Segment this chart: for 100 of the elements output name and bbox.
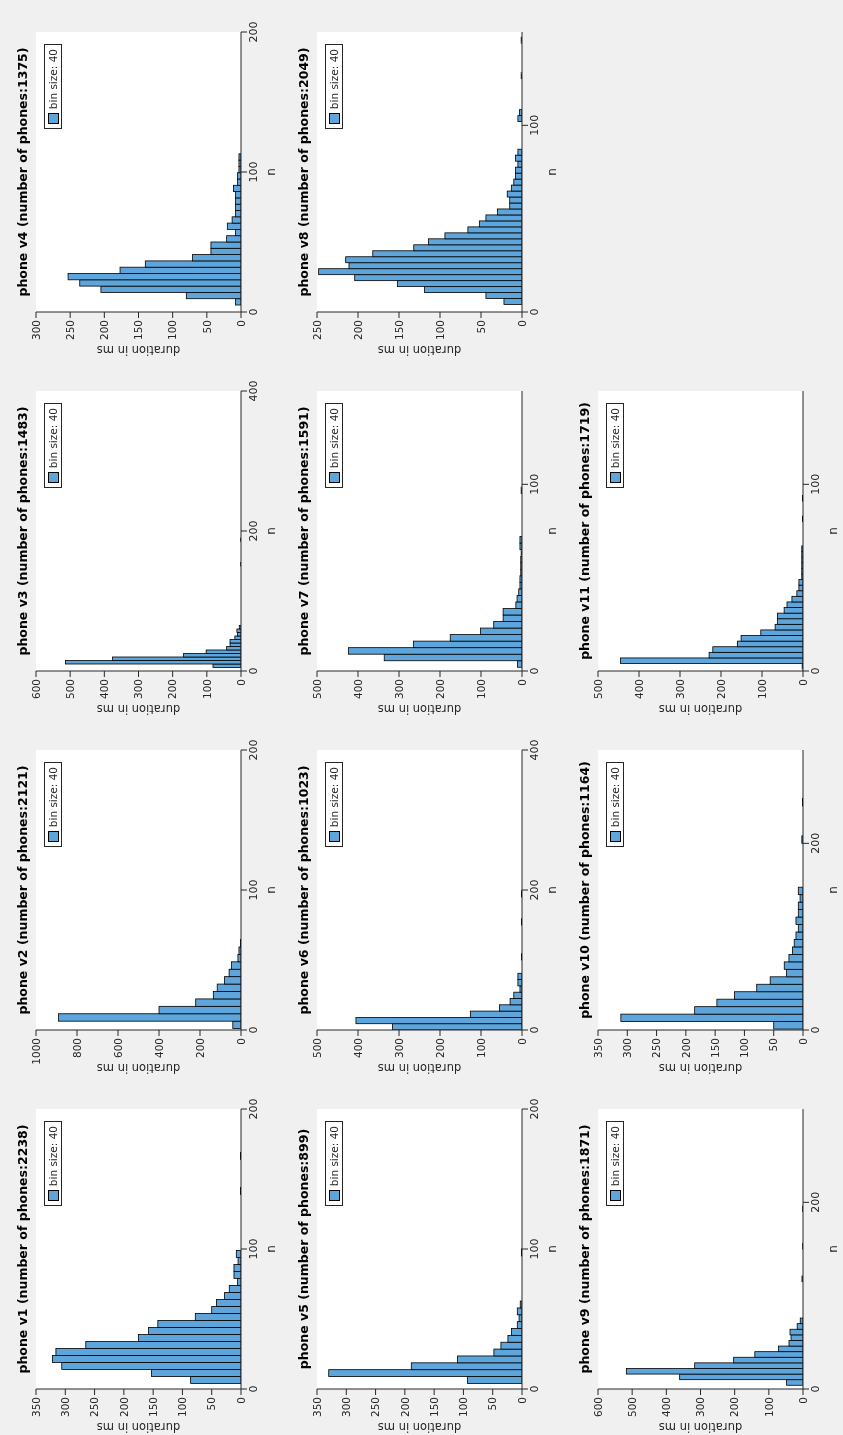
x-tick-label: 250 (650, 1038, 663, 1059)
x-tick-label: 300 (340, 1397, 353, 1418)
text: phone v5 (number of phones:899) (296, 1127, 311, 1372)
x-axis-title: duration in ms (377, 1420, 462, 1434)
x-tick-label: 300 (29, 320, 42, 341)
text: phone v11 (number of phones:1719) (577, 401, 592, 662)
y-tick-label: 0 (808, 667, 822, 675)
x-tick-label: 350 (310, 1397, 323, 1418)
y-tick-label: 0 (808, 1385, 822, 1393)
x-tick-label: 300 (59, 1397, 72, 1418)
x-tick-label: 100 (474, 679, 487, 700)
x-tick-label: 100 (200, 679, 213, 700)
y-tick-label: 0 (527, 667, 541, 675)
x-tick-label: 400 (660, 1397, 673, 1418)
y-tick-label: 200 (808, 832, 822, 854)
x-tick-label: 150 (427, 1397, 440, 1418)
y-tick-label: 100 (808, 473, 822, 495)
x-tick-label: 300 (694, 1397, 707, 1418)
x-tick-label: 100 (738, 1038, 751, 1059)
x-axis-title: duration in ms (658, 702, 743, 716)
y-tick-label: 200 (246, 520, 260, 542)
text: phone v3 (number of phones:1483) (15, 405, 30, 658)
text: phone v9 (number of phones:1871) (577, 1123, 592, 1376)
x-tick-label: 100 (755, 679, 768, 700)
x-tick-label: 50 (486, 1397, 499, 1411)
x-axis-title: duration in ms (658, 1420, 743, 1434)
x-tick-label: 600 (29, 679, 42, 700)
y-tick-label: 100 (246, 1238, 260, 1260)
y-tick-label: 100 (246, 161, 260, 183)
y-tick-label: 0 (246, 308, 260, 316)
x-tick-label: 200 (166, 679, 179, 700)
x-tick-label: 100 (474, 1038, 487, 1059)
x-axis-title: duration in ms (96, 343, 181, 357)
x-tick-label: 50 (767, 1038, 780, 1052)
y-tick-label: 0 (808, 1026, 822, 1034)
x-axis-title: duration in ms (96, 1420, 181, 1434)
x-axis-title: duration in ms (377, 343, 462, 357)
x-tick-label: 200 (728, 1397, 741, 1418)
x-tick-label: 50 (474, 320, 487, 334)
y-tick-label: 200 (527, 879, 541, 901)
x-tick-label: 0 (796, 1397, 809, 1404)
y-tick-label: 400 (246, 380, 260, 402)
x-tick-label: 250 (310, 320, 323, 341)
x-tick-label: 300 (673, 679, 686, 700)
x-tick-label: 400 (632, 679, 645, 700)
x-tick-label: 400 (351, 679, 364, 700)
x-tick-label: 100 (433, 320, 446, 341)
y-axis-title: n (826, 1245, 840, 1253)
text: phone v6 (number of phones:1023) (296, 764, 311, 1017)
x-tick-label: 500 (310, 679, 323, 700)
x-tick-label: 250 (88, 1397, 101, 1418)
y-axis-title: n (545, 886, 559, 894)
x-tick-label: 350 (29, 1397, 42, 1418)
text: phone v7 (number of phones:1591) (296, 405, 311, 658)
x-tick-label: 0 (234, 1038, 247, 1045)
x-tick-label: 400 (152, 1038, 165, 1059)
x-axis-title: duration in ms (377, 702, 462, 716)
x-tick-label: 250 (369, 1397, 382, 1418)
x-tick-label: 200 (398, 1397, 411, 1418)
text: phone v2 (number of phones:2121) (15, 764, 30, 1017)
text: phone v8 (number of phones:2049) (296, 46, 311, 299)
y-tick-label: 0 (246, 1026, 260, 1034)
y-axis-title: n (545, 168, 559, 176)
y-axis-title: n (264, 168, 278, 176)
x-tick-label: 100 (762, 1397, 775, 1418)
x-tick-label: 50 (200, 320, 213, 334)
x-tick-label: 500 (591, 679, 604, 700)
text: phone v4 (number of phones:1375) (15, 46, 30, 299)
y-axis-title: n (826, 527, 840, 535)
y-tick-label: 200 (808, 1191, 822, 1213)
y-axis-title: n (264, 527, 278, 535)
x-tick-label: 200 (433, 679, 446, 700)
x-tick-label: 500 (310, 1038, 323, 1059)
y-tick-label: 100 (527, 114, 541, 136)
x-tick-label: 300 (392, 679, 405, 700)
y-tick-label: 0 (527, 1026, 541, 1034)
y-axis-title: n (826, 886, 840, 894)
x-tick-label: 200 (714, 679, 727, 700)
y-tick-label: 200 (246, 739, 260, 761)
x-tick-label: 600 (591, 1397, 604, 1418)
y-tick-label: 100 (527, 1238, 541, 1260)
x-tick-label: 200 (433, 1038, 446, 1059)
x-tick-label: 400 (98, 679, 111, 700)
x-tick-label: 600 (111, 1038, 124, 1059)
y-tick-label: 0 (246, 667, 260, 675)
y-axis-title: n (264, 886, 278, 894)
x-axis-title: duration in ms (658, 1061, 743, 1075)
x-tick-label: 250 (63, 320, 76, 341)
x-tick-label: 0 (234, 320, 247, 327)
x-tick-label: 0 (515, 1397, 528, 1404)
y-axis-title: n (545, 1245, 559, 1253)
x-tick-label: 300 (132, 679, 145, 700)
x-tick-label: 300 (621, 1038, 634, 1059)
x-tick-label: 100 (166, 320, 179, 341)
text: phone v10 (number of phones:1164) (577, 760, 592, 1021)
x-tick-label: 0 (796, 679, 809, 686)
x-tick-label: 200 (117, 1397, 130, 1418)
y-tick-label: 400 (527, 739, 541, 761)
x-tick-label: 0 (515, 1038, 528, 1045)
y-tick-label: 100 (246, 879, 260, 901)
